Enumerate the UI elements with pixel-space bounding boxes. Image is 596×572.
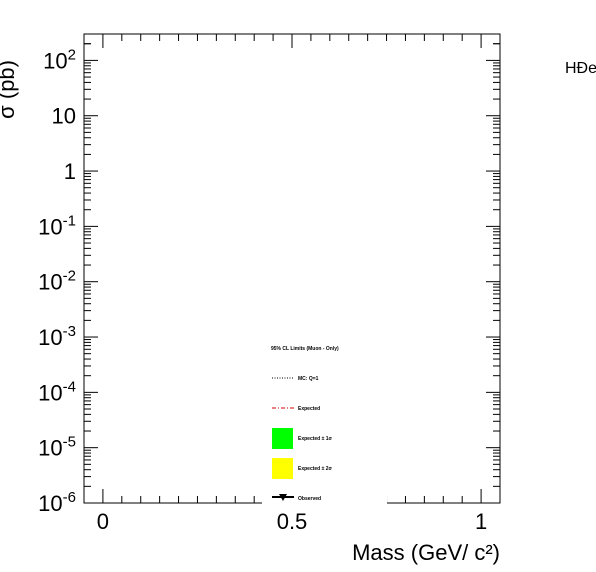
x-axis-title: Mass (GeV/ c²) [352, 540, 500, 565]
y-tick-label: 10-4 [38, 378, 76, 405]
y-tick-label: 1 [64, 159, 76, 184]
y-tick-label: 10-5 [38, 434, 76, 461]
x-tick-label: 1 [475, 509, 487, 534]
y-axis-title: σ (pb) [0, 60, 19, 119]
y-tick-label: 10 [52, 104, 76, 129]
y-tick-label: 10-2 [38, 268, 76, 295]
legend-2sigma-label: Expected ± 2σ [298, 466, 333, 472]
legend-2sigma-box [272, 458, 293, 479]
legend-frame-mask [262, 336, 387, 508]
tick-labels: 0 0.5 1 10-6 10-5 10-4 10-3 10-2 10-1 1 10 102 [38, 46, 487, 534]
y-tick-label: 10-3 [38, 323, 76, 350]
legend-1sigma-label: Expected ± 1σ [298, 436, 333, 442]
x-tick-label: 0.5 [277, 509, 308, 534]
y-tick-label: 10-6 [38, 489, 76, 516]
ticks [84, 33, 500, 504]
legend-1sigma-box [272, 428, 293, 449]
legend-observed-marker [279, 494, 287, 501]
legend-expected-label: Expected [298, 406, 320, 412]
legend-header: 95% CL Limits (Muon - Only) [271, 346, 339, 352]
y-tick-label: 102 [43, 46, 76, 73]
side-label: HÐe [565, 60, 596, 77]
legend-mc-label: MC: Q=1 [298, 376, 319, 382]
x-tick-label: 0 [97, 509, 109, 534]
y-tick-label: 10-1 [38, 212, 76, 239]
legend-observed-label: Observed [298, 496, 321, 502]
legend: 95% CL Limits (Muon - Only) MC: Q=1 Expe… [262, 336, 387, 508]
